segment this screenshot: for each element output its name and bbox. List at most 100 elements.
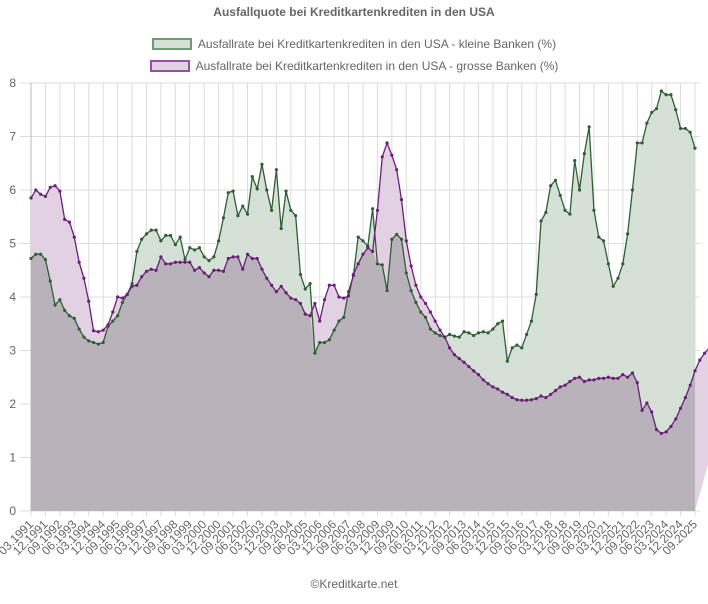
- data-point[interactable]: [217, 239, 221, 243]
- data-point[interactable]: [67, 220, 72, 224]
- data-point[interactable]: [428, 310, 432, 314]
- data-point[interactable]: [703, 351, 707, 355]
- data-point[interactable]: [72, 316, 76, 320]
- data-point[interactable]: [226, 256, 230, 261]
- data-point[interactable]: [452, 334, 457, 338]
- data-point[interactable]: [544, 395, 548, 400]
- data-point[interactable]: [63, 308, 67, 312]
- data-point[interactable]: [87, 299, 91, 303]
- data-point[interactable]: [385, 288, 389, 293]
- data-point[interactable]: [650, 410, 654, 414]
- data-point[interactable]: [664, 430, 668, 434]
- data-point[interactable]: [265, 276, 269, 280]
- data-point[interactable]: [154, 268, 158, 272]
- data-point[interactable]: [269, 208, 274, 212]
- data-point[interactable]: [279, 226, 283, 231]
- data-point[interactable]: [39, 192, 43, 196]
- data-point[interactable]: [63, 217, 67, 222]
- data-point[interactable]: [116, 314, 120, 318]
- data-point[interactable]: [419, 295, 423, 299]
- data-point[interactable]: [212, 268, 216, 272]
- data-point[interactable]: [260, 267, 264, 271]
- data-point[interactable]: [111, 310, 115, 314]
- data-point[interactable]: [524, 398, 529, 402]
- data-point[interactable]: [404, 239, 408, 243]
- data-point[interactable]: [375, 208, 380, 212]
- data-point[interactable]: [626, 375, 630, 379]
- data-point[interactable]: [640, 408, 644, 413]
- data-point[interactable]: [48, 279, 52, 283]
- data-point[interactable]: [698, 358, 702, 362]
- data-point[interactable]: [284, 189, 288, 193]
- data-point[interactable]: [34, 252, 38, 256]
- data-point[interactable]: [207, 275, 211, 279]
- data-point[interactable]: [573, 158, 577, 163]
- data-point[interactable]: [245, 252, 250, 256]
- data-point[interactable]: [626, 232, 630, 236]
- data-point[interactable]: [621, 262, 625, 266]
- data-point[interactable]: [284, 291, 288, 295]
- data-point[interactable]: [255, 256, 259, 261]
- data-point[interactable]: [327, 338, 331, 342]
- data-point[interactable]: [621, 372, 625, 377]
- data-point[interactable]: [491, 327, 495, 331]
- data-point[interactable]: [669, 93, 673, 97]
- data-point[interactable]: [510, 346, 514, 350]
- data-point[interactable]: [423, 301, 428, 306]
- data-point[interactable]: [337, 295, 341, 299]
- data-point[interactable]: [616, 376, 620, 380]
- data-point[interactable]: [202, 255, 206, 259]
- data-point[interactable]: [606, 262, 610, 266]
- data-point[interactable]: [91, 340, 96, 345]
- data-point[interactable]: [318, 340, 322, 345]
- data-point[interactable]: [149, 228, 153, 232]
- data-point[interactable]: [587, 378, 591, 382]
- data-point[interactable]: [414, 300, 418, 304]
- data-point[interactable]: [597, 235, 601, 239]
- data-point[interactable]: [173, 242, 177, 247]
- data-point[interactable]: [568, 379, 572, 384]
- data-point[interactable]: [524, 332, 529, 337]
- data-point[interactable]: [659, 431, 663, 436]
- data-point[interactable]: [192, 268, 197, 272]
- data-point[interactable]: [419, 310, 423, 314]
- data-point[interactable]: [34, 188, 38, 192]
- data-point[interactable]: [178, 235, 182, 239]
- data-point[interactable]: [592, 208, 596, 212]
- data-point[interactable]: [39, 252, 43, 256]
- data-point[interactable]: [534, 292, 538, 296]
- data-point[interactable]: [515, 398, 519, 402]
- data-point[interactable]: [140, 275, 144, 279]
- data-point[interactable]: [120, 300, 125, 304]
- data-point[interactable]: [448, 346, 452, 350]
- data-point[interactable]: [650, 110, 654, 115]
- data-point[interactable]: [289, 208, 293, 212]
- data-point[interactable]: [120, 296, 125, 300]
- data-point[interactable]: [318, 319, 322, 323]
- data-point[interactable]: [106, 323, 110, 327]
- data-point[interactable]: [390, 153, 394, 157]
- data-point[interactable]: [29, 256, 33, 261]
- legend-item-small-banks[interactable]: Ausfallrate bei Kreditkartenkrediten in …: [0, 37, 708, 51]
- data-point[interactable]: [587, 125, 591, 129]
- data-point[interactable]: [144, 269, 149, 273]
- data-point[interactable]: [558, 193, 562, 197]
- data-point[interactable]: [467, 364, 471, 369]
- data-point[interactable]: [549, 184, 553, 188]
- data-point[interactable]: [678, 406, 683, 410]
- data-point[interactable]: [688, 130, 692, 134]
- data-point[interactable]: [573, 376, 577, 380]
- data-point[interactable]: [515, 343, 519, 347]
- data-point[interactable]: [390, 237, 394, 241]
- data-point[interactable]: [654, 107, 659, 111]
- data-point[interactable]: [217, 268, 221, 272]
- data-point[interactable]: [130, 282, 134, 286]
- data-point[interactable]: [433, 319, 437, 323]
- data-point[interactable]: [635, 141, 639, 145]
- data-point[interactable]: [438, 333, 442, 338]
- data-point[interactable]: [462, 330, 466, 334]
- data-point[interactable]: [630, 188, 635, 192]
- data-point[interactable]: [616, 276, 620, 280]
- data-point[interactable]: [438, 328, 442, 332]
- data-point[interactable]: [414, 283, 418, 287]
